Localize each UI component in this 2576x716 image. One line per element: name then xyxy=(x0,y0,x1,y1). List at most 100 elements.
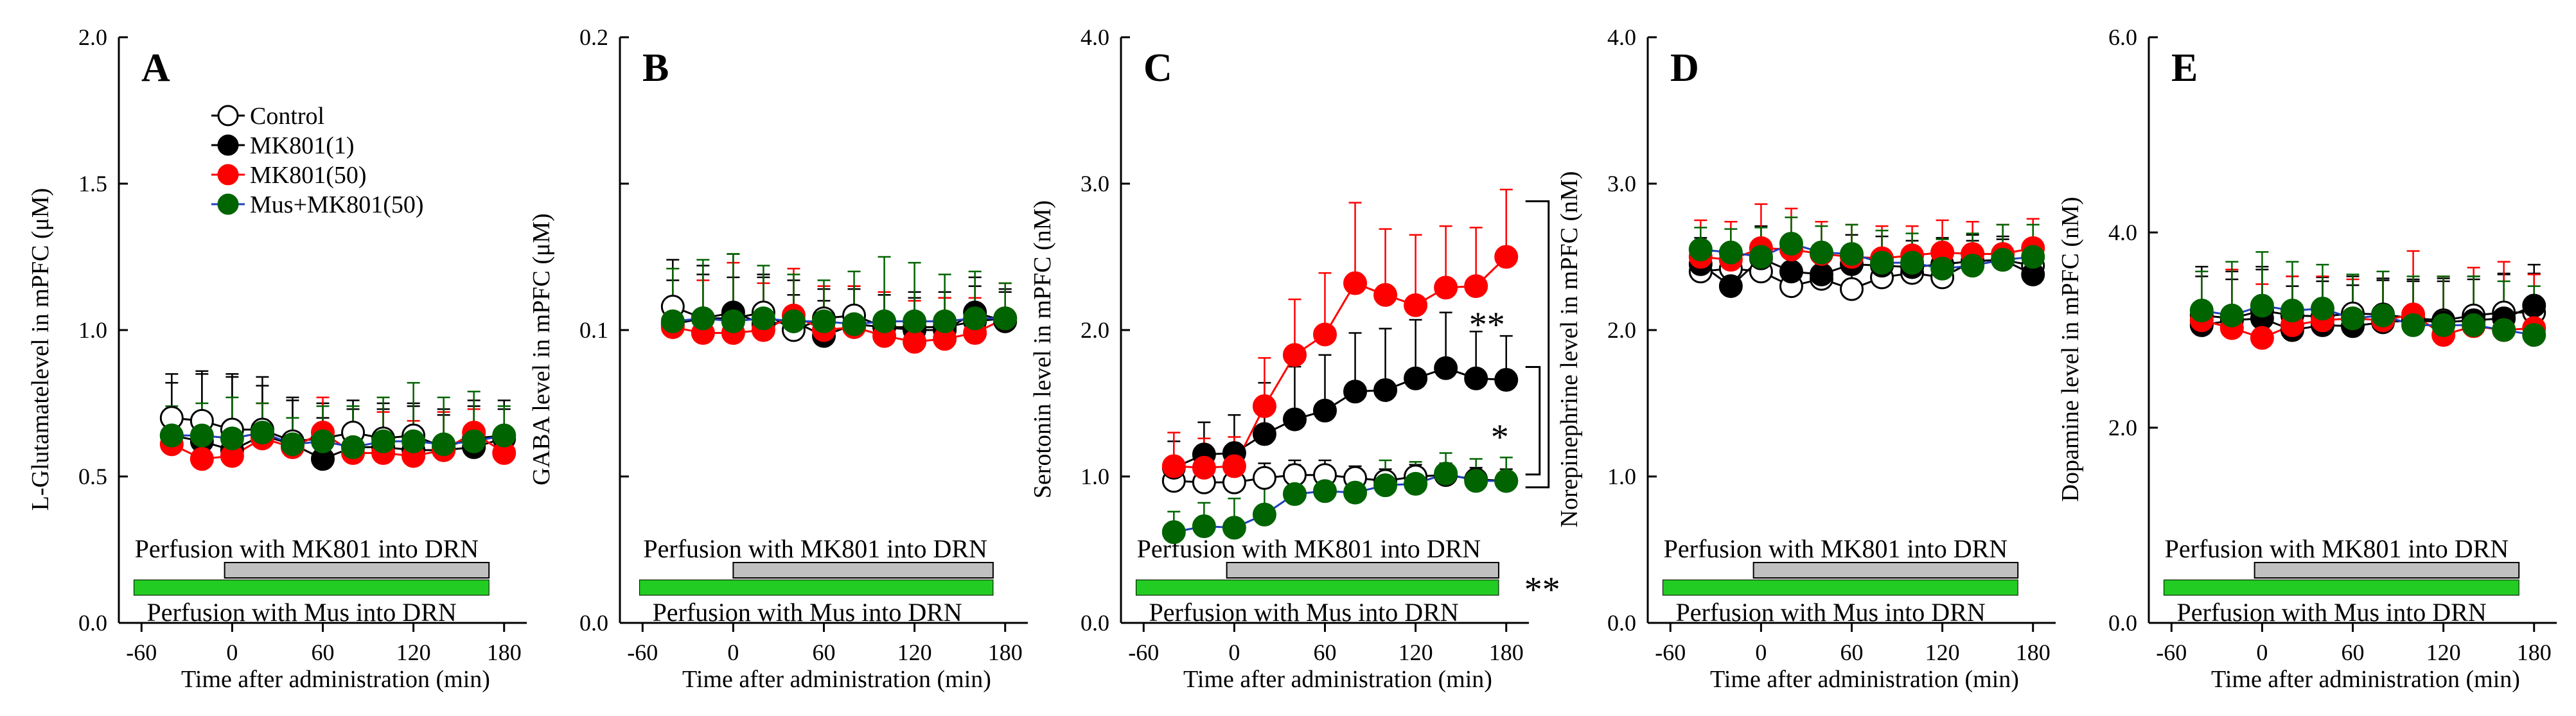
data-point xyxy=(872,309,897,333)
y-tick-label: 1.0 xyxy=(1607,464,1636,489)
data-point xyxy=(492,423,516,448)
data-point xyxy=(1373,378,1398,402)
y-axis-label: GABA level in mPFC (μM) xyxy=(528,213,555,485)
data-point xyxy=(1688,238,1713,262)
x-tick-label: 60 xyxy=(1314,640,1337,665)
mk801-perfusion-bar xyxy=(2254,562,2520,579)
data-point xyxy=(1779,259,1803,284)
mk801-perfusion-bar xyxy=(1226,562,1499,579)
legend-label: MK801(50) xyxy=(250,162,367,189)
x-axis-label: Time after administration (min) xyxy=(1183,666,1492,693)
data-point xyxy=(2522,323,2546,347)
data-point xyxy=(2522,293,2546,318)
x-tick-label: -60 xyxy=(2156,640,2187,665)
data-point xyxy=(280,432,304,457)
data-point xyxy=(311,429,335,453)
y-tick-label: 1.5 xyxy=(78,171,107,196)
x-tick-label: 60 xyxy=(1840,640,1864,665)
x-tick-label: 0 xyxy=(226,640,238,665)
data-point xyxy=(1464,469,1488,493)
data-point xyxy=(1373,283,1398,307)
data-point xyxy=(751,306,775,331)
data-point xyxy=(1718,240,1743,265)
mk801-perfusion-bar xyxy=(224,562,490,579)
data-point xyxy=(1494,469,1519,493)
mus-perfusion-label: Perfusion with Mus into DRN xyxy=(2177,598,2487,627)
y-axis-label: Serotonin level in mPFC (nM) xyxy=(1029,200,1056,498)
data-point xyxy=(1192,455,1216,480)
data-point xyxy=(2219,303,2244,327)
data-point xyxy=(1313,479,1337,503)
legend-marker xyxy=(217,105,239,127)
data-point xyxy=(1434,461,1458,485)
data-point xyxy=(2310,297,2334,321)
y-tick-label: 0.0 xyxy=(579,610,608,636)
data-point xyxy=(1252,502,1276,527)
x-axis-label: Time after administration (min) xyxy=(181,666,490,693)
data-point xyxy=(190,447,214,471)
x-axis-label: Time after administration (min) xyxy=(2211,666,2520,693)
series-mk50 xyxy=(1694,203,2040,261)
data-point xyxy=(1222,516,1246,540)
data-point xyxy=(1464,274,1488,299)
y-axis-label: Norepinephrine level in mPFC (nM) xyxy=(1556,171,1583,527)
significance-brackets: ***** xyxy=(1469,200,1560,609)
x-tick-label: 180 xyxy=(988,640,1023,665)
data-point xyxy=(1434,356,1458,380)
mk801-perfusion-label: Perfusion with MK801 into DRN xyxy=(643,534,987,563)
x-tick-label: -60 xyxy=(126,640,157,665)
panel-letter: A xyxy=(141,46,170,90)
data-point xyxy=(1313,322,1337,347)
y-tick-label: 3.0 xyxy=(1607,171,1636,196)
panel-letter: C xyxy=(1143,46,1172,90)
data-point xyxy=(1840,277,1864,301)
data-point xyxy=(1779,231,1803,256)
x-tick-label: -60 xyxy=(1128,640,1159,665)
x-tick-label: 120 xyxy=(1925,640,1960,665)
data-point xyxy=(1718,274,1743,299)
data-point xyxy=(2462,313,2486,337)
data-point xyxy=(1282,343,1307,367)
data-point xyxy=(2371,303,2395,327)
data-point xyxy=(2341,306,2365,331)
y-axis-label: Dopamine level in mPFC (nM) xyxy=(2057,197,2084,502)
series-mk50 xyxy=(1167,188,1513,469)
data-point xyxy=(1192,514,1216,539)
series-mk1 xyxy=(1167,311,1513,469)
y-tick-label: 0.0 xyxy=(1081,610,1109,636)
data-point xyxy=(1252,422,1276,446)
x-tick-label: 180 xyxy=(2016,640,2051,665)
data-point xyxy=(691,306,715,331)
y-tick-label: 0.0 xyxy=(78,610,107,636)
y-tick-label: 2.0 xyxy=(78,24,107,50)
legend-label: Mus+MK801(50) xyxy=(250,191,424,218)
markers-mk1 xyxy=(159,423,516,471)
data-point xyxy=(1404,471,1428,496)
data-point xyxy=(781,309,806,333)
x-tick-label: 120 xyxy=(1398,640,1433,665)
data-point xyxy=(220,426,244,451)
markers-mk1 xyxy=(2189,293,2546,342)
mus-perfusion-label: Perfusion with Mus into DRN xyxy=(653,598,962,627)
x-tick-label: 0 xyxy=(1228,640,1240,665)
data-point xyxy=(1282,407,1307,432)
data-point xyxy=(812,309,836,333)
data-point xyxy=(1404,366,1428,390)
series-mk1 xyxy=(165,370,511,460)
data-point xyxy=(2401,313,2426,337)
mus-perfusion-label: Perfusion with Mus into DRN xyxy=(1149,598,1459,627)
x-tick-label: 180 xyxy=(2517,640,2552,665)
mk801-perfusion-bar xyxy=(732,562,994,579)
data-point xyxy=(190,423,214,448)
data-point xyxy=(1161,520,1186,545)
data-point xyxy=(1494,245,1519,269)
data-point xyxy=(1930,256,1955,281)
data-point xyxy=(1222,454,1246,478)
data-point xyxy=(1961,254,1985,278)
data-point xyxy=(721,309,745,333)
mus-perfusion-label: Perfusion with Mus into DRN xyxy=(147,598,457,627)
data-point xyxy=(842,312,867,336)
data-point xyxy=(1313,398,1337,423)
